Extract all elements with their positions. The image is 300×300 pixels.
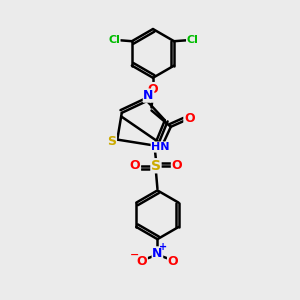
Text: Cl: Cl (108, 35, 120, 45)
Text: HN: HN (151, 142, 170, 152)
Text: S: S (151, 159, 161, 173)
Text: O: O (171, 159, 182, 172)
Text: O: O (137, 255, 147, 268)
Text: S: S (107, 135, 116, 148)
Text: +: + (159, 242, 167, 252)
Text: O: O (148, 82, 158, 96)
Text: O: O (184, 112, 194, 125)
Text: Cl: Cl (187, 35, 198, 45)
Text: O: O (168, 255, 178, 268)
Text: N: N (152, 247, 163, 260)
Text: −: − (130, 250, 139, 260)
Text: O: O (130, 159, 140, 172)
Text: N: N (143, 89, 154, 102)
